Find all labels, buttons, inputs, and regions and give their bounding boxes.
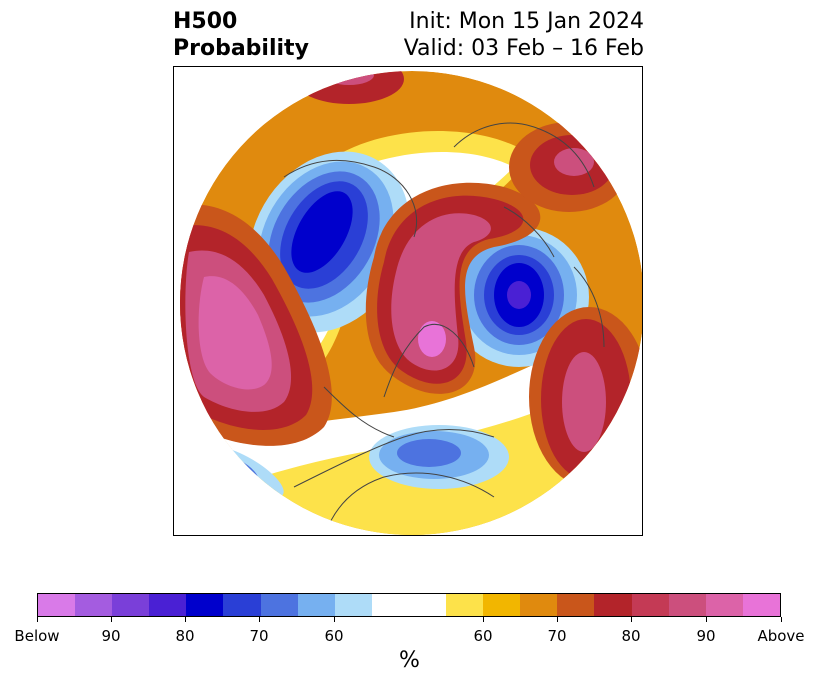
colorbar-tick bbox=[37, 617, 38, 622]
below-eastern-us bbox=[204, 425, 509, 498]
valid-range: Valid: 03 Feb – 16 Feb bbox=[403, 36, 644, 61]
colorbar-segment bbox=[371, 594, 409, 616]
colorbar-tick-label: Below bbox=[14, 627, 60, 645]
colorbar-segment bbox=[742, 594, 780, 616]
colorbar-segment bbox=[260, 594, 298, 616]
colorbar-segment bbox=[408, 594, 447, 616]
colorbar-segment bbox=[520, 594, 558, 616]
colorbar-segment bbox=[631, 594, 669, 616]
colorbar-segment bbox=[705, 594, 743, 616]
colorbar-segment bbox=[334, 594, 372, 616]
colorbar-tick-label: 60 bbox=[324, 627, 344, 645]
colorbar-segment bbox=[75, 594, 113, 616]
coastlines bbox=[283, 122, 605, 535]
colorbar-tick-label: 70 bbox=[249, 627, 269, 645]
colorbar-segment bbox=[483, 594, 521, 616]
title-right: Init: Mon 15 Jan 2024 Valid: 03 Feb – 16… bbox=[404, 8, 644, 62]
colorbar-tick bbox=[111, 617, 112, 622]
title-product: Probability bbox=[173, 36, 309, 61]
neutral-south-2 bbox=[194, 347, 594, 497]
colorbar-segment bbox=[186, 594, 224, 616]
below-barents bbox=[449, 227, 589, 367]
colorbar-tick-label: 90 bbox=[696, 627, 716, 645]
colorbar-segment bbox=[557, 594, 595, 616]
colorbar-segment bbox=[594, 594, 632, 616]
colorbar-tick bbox=[631, 617, 632, 622]
colorbar-tick bbox=[483, 617, 484, 622]
colorbar bbox=[37, 593, 781, 617]
above-arctic bbox=[365, 182, 541, 394]
title-variable: H500 bbox=[173, 9, 238, 34]
colorbar-ticks: Below 90 80 70 60 60 70 80 90 Above bbox=[14, 617, 805, 647]
colorbar-segment bbox=[112, 594, 150, 616]
colorbar-tick-label: 60 bbox=[473, 627, 493, 645]
colorbar-unit-label: % bbox=[399, 648, 420, 673]
colorbar-tick bbox=[185, 617, 186, 622]
colorbar-tick bbox=[334, 617, 335, 622]
colorbar-segment bbox=[38, 594, 76, 616]
probability-map bbox=[173, 66, 643, 536]
colorbar-tick-label: Above bbox=[757, 627, 805, 645]
colorbar-tick-label: 80 bbox=[175, 627, 195, 645]
colorbar-segment bbox=[149, 594, 187, 616]
colorbar-tick-label: 80 bbox=[621, 627, 641, 645]
colorbar-tick bbox=[557, 617, 558, 622]
colorbar-segment bbox=[446, 594, 484, 616]
colorbar-tick-label: 70 bbox=[547, 627, 567, 645]
colorbar-tick bbox=[706, 617, 707, 622]
below-siberia bbox=[248, 151, 410, 333]
colorbar-tick bbox=[781, 617, 782, 622]
above-pacific bbox=[180, 204, 332, 446]
colorbar-segment bbox=[297, 594, 335, 616]
colorbar-segment bbox=[668, 594, 706, 616]
colorbar-tick-label: 90 bbox=[101, 627, 121, 645]
colorbar-segment bbox=[223, 594, 261, 616]
title-left: H500 Probability bbox=[173, 8, 309, 62]
colorbar-tick bbox=[259, 617, 260, 622]
map-svg bbox=[180, 71, 642, 535]
init-date: Init: Mon 15 Jan 2024 bbox=[409, 9, 644, 34]
